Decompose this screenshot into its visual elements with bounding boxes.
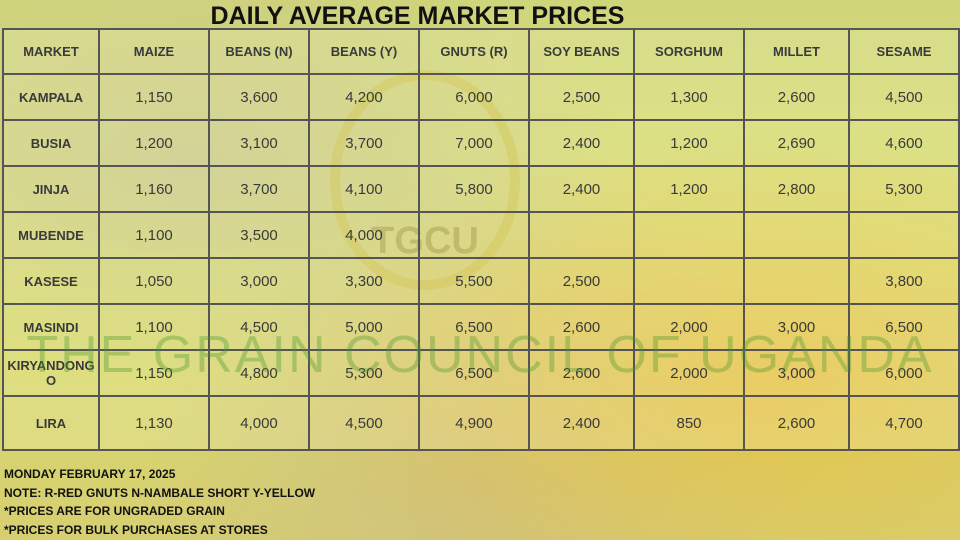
price-cell: 4,900 [418,395,530,451]
price-cell: 1,160 [98,165,210,213]
price-cell: 2,000 [633,303,745,351]
price-table: MARKET MAIZE BEANS (N) BEANS (Y) GNUTS (R) SO… [2,28,960,451]
header-cell: MAIZE [98,28,210,75]
price-cell: 3,000 [743,349,850,397]
header-cell: SORGHUM [633,28,745,75]
footer-line: *PRICES FOR BULK PURCHASES AT STORES [4,522,268,537]
price-cell: 1,130 [98,395,210,451]
price-cell [633,211,745,259]
price-cell [743,211,850,259]
price-cell: 2,500 [528,257,635,305]
price-cell [418,211,530,259]
price-cell: 4,500 [308,395,420,451]
market-cell: JINJA [2,165,100,213]
price-cell: 7,000 [418,119,530,167]
price-cell: 3,700 [208,165,310,213]
table-row: JINJA 1,160 3,700 4,100 5,800 2,400 1,200 2,800… [2,165,960,213]
price-cell: 5,300 [308,349,420,397]
header-cell: SESAME [848,28,960,75]
price-cell: 4,000 [308,211,420,259]
footer-line: NOTE: R-RED GNUTS N-NAMBALE SHORT Y-YELL… [4,485,316,500]
price-cell: 1,200 [633,165,745,213]
price-cell: 1,300 [633,73,745,121]
market-cell: MASINDI [2,303,100,351]
price-cell: 5,300 [848,165,960,213]
price-cell: 1,050 [98,257,210,305]
price-cell: 3,500 [208,211,310,259]
price-cell: 2,690 [743,119,850,167]
price-cell: 2,600 [743,395,850,451]
header-row: MARKET MAIZE BEANS (N) BEANS (Y) GNUTS (R) SO… [2,28,960,75]
header-cell: MILLET [743,28,850,75]
price-cell [743,257,850,305]
price-cell: 850 [633,395,745,451]
price-cell: 1,200 [633,119,745,167]
price-cell: 4,500 [208,303,310,351]
title: DAILY AVERAGE MARKET PRICES [210,2,625,30]
footer-line: *PRICES ARE FOR UNGRADED GRAIN [4,504,225,518]
table-row: KASESE 1,050 3,000 3,300 5,500 2,500 3,800 [2,257,960,305]
price-cell: 6,500 [418,349,530,397]
table-row: MASINDI 1,100 4,500 5,000 6,500 2,600 2,000 3,0… [2,303,960,351]
price-cell [633,257,745,305]
price-cell: 5,000 [308,303,420,351]
price-cell: 3,100 [208,119,310,167]
price-cell: 3,700 [308,119,420,167]
price-cell: 2,600 [743,73,850,121]
price-cell: 3,000 [743,303,850,351]
price-cell: 4,500 [848,73,960,121]
market-cell: KASESE [2,257,100,305]
market-cell: KAMPALA [2,73,100,121]
header-cell: BEANS (N) [208,28,310,75]
table-row: KAMPALA 1,150 3,600 4,200 6,000 2,500 1,300 2,6… [2,73,960,121]
footer: MONDAY FEBRUARY 17, 2025 NOTE: R-RED GNUT… [4,465,315,539]
market-cell: LIRA [2,395,100,451]
price-cell: 2,800 [743,165,850,213]
price-cell: 2,400 [528,165,635,213]
price-cell: 1,150 [98,73,210,121]
price-cell: 4,700 [848,395,960,451]
price-cell: 4,100 [308,165,420,213]
table-row: MUBENDE 1,100 3,500 4,000 [2,211,960,259]
price-cell: 1,100 [98,211,210,259]
price-cell: 1,200 [98,119,210,167]
price-cell: 3,000 [208,257,310,305]
header-cell: SOY BEANS [528,28,635,75]
price-cell: 6,500 [418,303,530,351]
price-cell: 2,500 [528,73,635,121]
table-row: BUSIA 1,200 3,100 3,700 7,000 2,400 1,200 2,690… [2,119,960,167]
price-cell: 4,600 [848,119,960,167]
table-row: LIRA 1,130 4,000 4,500 4,900 2,400 850 2,600 4,7… [2,395,960,451]
price-cell: 2,000 [633,349,745,397]
market-cell: BUSIA [2,119,100,167]
price-cell: 5,800 [418,165,530,213]
price-cell: 3,300 [308,257,420,305]
price-cell: 4,200 [308,73,420,121]
text-watermark: THE GRAIN COUNCIL OF UGANDA [26,326,934,384]
price-cell: 6,500 [848,303,960,351]
price-cell: 1,100 [98,303,210,351]
market-cell: MUBENDE [2,211,100,259]
header-cell: BEANS (Y) [308,28,420,75]
price-cell: 6,000 [418,73,530,121]
price-cell: 3,800 [848,257,960,305]
header-cell: GNUTS (R) [418,28,530,75]
price-cell: 5,500 [418,257,530,305]
price-cell: 4,000 [208,395,310,451]
table-row: KIRYANDONGO 1,150 4,800 5,300 6,500 2,600 2,00… [2,349,960,397]
price-cell: 3,600 [208,73,310,121]
price-cell [848,211,960,259]
price-cell: 4,800 [208,349,310,397]
price-cell: 2,600 [528,349,635,397]
footer-line: MONDAY FEBRUARY 17, 2025 [4,467,176,481]
price-cell: 2,600 [528,303,635,351]
price-cell: 1,150 [98,349,210,397]
price-cell: 6,000 [848,349,960,397]
price-cell [528,211,635,259]
price-cell: 2,400 [528,395,635,451]
header-cell: MARKET [2,28,100,75]
price-cell: 2,400 [528,119,635,167]
market-cell: KIRYANDONGO [2,349,100,397]
